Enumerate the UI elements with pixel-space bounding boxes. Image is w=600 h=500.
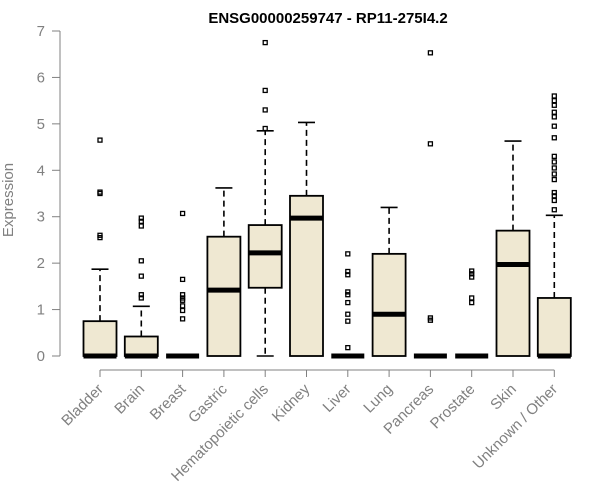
- outlier-point: [469, 299, 475, 306]
- outlier-point: [345, 344, 351, 351]
- box-group: [371, 206, 407, 357]
- outlier-point: [551, 207, 557, 213]
- box-group: [495, 140, 531, 357]
- outlier-point: [469, 295, 475, 301]
- box-rect: [495, 229, 531, 357]
- outlier-point: [345, 299, 351, 306]
- outlier-point: [551, 135, 557, 141]
- outlier-point: [551, 109, 557, 115]
- y-tick-label: 0: [37, 348, 45, 365]
- outlier-point: [469, 268, 475, 274]
- outlier-point: [262, 39, 268, 46]
- outlier-point: [97, 137, 103, 143]
- box-group: [123, 215, 159, 359]
- outlier-point: [345, 272, 351, 278]
- outlier-point: [551, 176, 557, 183]
- box-rect: [82, 320, 118, 357]
- box-rect: [536, 297, 572, 357]
- outlier-point: [179, 210, 186, 217]
- outlier-point: [427, 141, 434, 147]
- y-axis: 0 1 2 3 4 5 6 7: [37, 23, 61, 365]
- y-tick-label: 6: [37, 69, 45, 86]
- outlier-point: [469, 274, 475, 280]
- x-tick-label: Brain: [111, 381, 148, 418]
- x-tick-label: Bladder: [58, 381, 107, 430]
- x-tick-label: Prostate: [427, 381, 479, 433]
- outlier-point: [138, 215, 144, 221]
- box-group: [455, 268, 489, 359]
- outlier-point: [138, 223, 144, 229]
- outlier-point: [345, 311, 351, 317]
- outlier-point: [551, 171, 557, 177]
- x-tick-label: Liver: [320, 381, 355, 416]
- outlier-point: [551, 102, 557, 108]
- outlier-point: [551, 165, 557, 171]
- y-tick-label: 7: [37, 23, 45, 40]
- chart-title: ENSG00000259747 - RP11-275I4.2: [208, 10, 447, 27]
- y-tick-label: 4: [37, 162, 45, 179]
- outlier-point: [179, 276, 186, 283]
- box-group: [289, 121, 324, 357]
- outlier-point: [551, 159, 557, 165]
- outlier-point: [97, 232, 103, 238]
- outlier-point: [345, 292, 351, 298]
- outlier-point: [97, 189, 103, 195]
- outlier-point: [551, 123, 557, 129]
- box-rect: [206, 235, 242, 357]
- outlier-point: [179, 316, 186, 322]
- x-tick-label: Kidney: [269, 380, 314, 425]
- outlier-point: [179, 292, 186, 298]
- outlier-point: [262, 125, 268, 132]
- x-tick-label: Lung: [360, 381, 396, 417]
- outlier-point: [138, 258, 144, 264]
- outlier-point: [138, 218, 144, 225]
- x-tick-label: Breast: [147, 380, 190, 423]
- box-group: [536, 93, 572, 359]
- boxes-layer: [82, 39, 572, 359]
- outlier-point: [551, 189, 557, 196]
- box-rect: [123, 335, 159, 357]
- box-group: [166, 210, 200, 359]
- outlier-point: [138, 292, 144, 298]
- outlier-point: [138, 273, 144, 279]
- box-group: [247, 39, 283, 357]
- outlier-point: [551, 93, 557, 99]
- outlier-point: [262, 87, 268, 94]
- y-tick-label: 1: [37, 302, 45, 319]
- y-tick-label: 3: [37, 209, 45, 226]
- outlier-point: [427, 315, 434, 321]
- outlier-point: [345, 318, 351, 324]
- y-tick-label: 5: [37, 116, 45, 133]
- outlier-point: [551, 153, 557, 160]
- box-rect: [247, 224, 283, 289]
- y-axis-label: Expression: [0, 163, 17, 237]
- outlier-point: [345, 268, 351, 275]
- outlier-point: [345, 289, 351, 295]
- box-group: [331, 251, 365, 359]
- box-rect: [289, 194, 324, 357]
- outlier-point: [469, 271, 475, 277]
- outlier-point: [179, 307, 186, 314]
- box-group: [82, 137, 118, 359]
- box-group: [206, 187, 242, 357]
- box-rect: [371, 252, 407, 357]
- outlier-point: [179, 295, 186, 301]
- outlier-point: [551, 193, 557, 199]
- y-tick-label: 2: [37, 255, 45, 272]
- outlier-point: [551, 97, 557, 104]
- box-group: [413, 50, 447, 359]
- outlier-point: [345, 251, 351, 257]
- x-tick-label: Skin: [487, 381, 520, 414]
- outlier-point: [179, 303, 186, 309]
- outlier-point: [427, 50, 434, 56]
- outlier-point: [551, 197, 557, 204]
- outlier-point: [551, 114, 557, 120]
- outlier-point: [262, 107, 268, 113]
- outlier-point: [138, 295, 144, 301]
